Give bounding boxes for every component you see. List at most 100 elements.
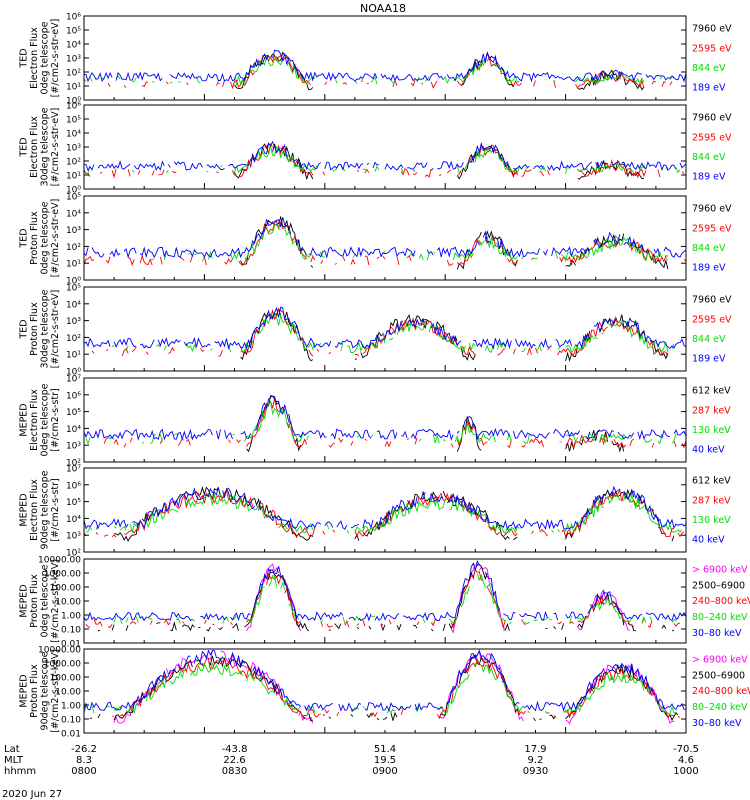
ephemeris-hhmm: 0930 — [523, 766, 548, 777]
panel-1: 10⁰ 10¹ 10² 10³ 10⁴ 10⁵ 10⁶ TEDElectron Flux0de… — [18, 13, 732, 107]
y-axis-label-line: Proton Flux — [29, 574, 40, 628]
y-axis-label-line: 0deg telescope — [39, 201, 50, 274]
y-axis-label-line: [#/cm2-s-str-keV] — [50, 559, 61, 643]
legend-entry: 40 keV — [692, 444, 725, 455]
trace-green — [88, 146, 686, 173]
y-tick-label: 10² — [66, 459, 81, 469]
legend-entry: 189 eV — [692, 82, 726, 93]
legend-entry: > 6900 keV — [692, 565, 748, 576]
y-axis-label-line: 30deg telescope — [39, 107, 50, 186]
y-tick-label: 1.00 — [61, 612, 81, 622]
y-tick-label: 10.00 — [55, 688, 81, 698]
y-tick-label: 10² — [66, 334, 81, 344]
legend-entry: 189 eV — [692, 353, 726, 364]
y-axis-label-line: [#/cm2-s-str] — [50, 388, 61, 451]
y-axis-label: TEDProton Flux30deg telescope[#/cm2-s-st… — [18, 289, 61, 368]
y-axis-label-line: TED — [18, 228, 29, 248]
y-axis-label: TEDElectron Flux30deg telescope[#/cm2-s-… — [18, 107, 61, 186]
legend-entry: 80–240 keV — [692, 702, 748, 713]
legend-entry: 844 eV — [692, 334, 726, 345]
panel-3-traces — [83, 215, 687, 270]
date-label: 2020 Jun 27 — [2, 789, 62, 800]
y-tick-label: 10⁰ — [66, 186, 81, 196]
legend-entry: 844 eV — [692, 63, 726, 74]
y-tick-label: 10³ — [66, 144, 81, 154]
y-tick-label: 10³ — [66, 55, 81, 65]
trace-blue — [83, 649, 687, 713]
y-tick-label: 10000.00 — [38, 646, 81, 656]
legend-entry: 189 eV — [692, 262, 726, 273]
ephemeris-mlt: 22.6 — [223, 755, 245, 766]
legend-entry: 844 eV — [692, 243, 726, 254]
y-axis-label-line: [#/cm2-s-str-keV] — [50, 649, 61, 733]
y-tick-label: 10⁶ — [66, 481, 81, 491]
y-tick-label: 1.00 — [61, 702, 81, 712]
y-tick-label: 100.00 — [50, 674, 82, 684]
trace-black — [98, 565, 684, 631]
legend-entry: 287 keV — [692, 405, 731, 416]
y-tick-label: 10⁷ — [66, 465, 81, 475]
y-tick-label: 10⁰ — [66, 97, 81, 107]
legend: 612 keV 287 keV 130 keV 40 keV — [692, 386, 731, 456]
trace-black — [240, 307, 669, 363]
legend-entry: 80–240 keV — [692, 612, 748, 623]
legend-entry: 287 keV — [692, 495, 731, 506]
y-tick-label: 10¹ — [66, 172, 81, 182]
y-axis-label-line: [#/cm2-s-str] — [50, 478, 61, 541]
y-axis-label-line: TED — [18, 137, 29, 157]
trace-green — [112, 314, 686, 352]
trace-black — [234, 142, 644, 180]
trace-red — [83, 143, 685, 179]
y-axis-label-line: [#/cm2-s-str-eV] — [50, 199, 61, 278]
y-axis-label-line: Electron Flux — [29, 116, 40, 178]
ephemeris-mlt: 19.5 — [374, 755, 396, 766]
legend-entry: 844 eV — [692, 152, 726, 163]
panel-6-traces — [83, 485, 687, 542]
y-tick-label: 10⁶ — [66, 391, 81, 401]
ephemeris-lat: 51.4 — [374, 744, 396, 755]
y-tick-label: 0.01 — [61, 640, 81, 650]
ephemeris-hhmm: 0830 — [222, 766, 247, 777]
y-axis-label: MEPEDElectron Flux0deg telescope[#/cm2-s… — [18, 383, 61, 456]
legend-entry: 30–80 keV — [692, 718, 742, 729]
ephemeris-mlt: 8.3 — [76, 755, 92, 766]
y-tick-label: 10⁰ — [66, 368, 81, 378]
legend-entry: 2595 eV — [692, 223, 732, 234]
ephemeris-hhmm: 0900 — [372, 766, 397, 777]
panel-frame — [83, 104, 687, 190]
y-axis-label: TEDProton Flux0deg telescope[#/cm2-s-str… — [18, 199, 61, 278]
y-tick-label: 10⁶ — [66, 102, 81, 112]
panel-6: 10² 10³ 10⁴ 10⁵ 10⁶ 10⁷ MEPEDElectron Flux90de… — [18, 465, 731, 559]
legend-entry: 7960 eV — [692, 113, 732, 124]
y-axis-label-line: 30deg telescope — [39, 289, 50, 368]
legend-entry: 2500–6900 — [692, 580, 745, 591]
y-tick-label: 10⁵ — [66, 498, 81, 508]
trace-magenta — [113, 650, 675, 725]
y-axis-label-line: MEPED — [18, 493, 29, 526]
y-tick-label: 10³ — [66, 226, 81, 236]
ephemeris-lat: -43.8 — [222, 744, 248, 755]
legend-entry: 7960 eV — [692, 295, 732, 306]
trace-blue — [83, 306, 687, 350]
ephemeris-lat: -70.5 — [673, 744, 699, 755]
y-axis-label-line: TED — [18, 319, 29, 339]
panel-4: 10⁰ 10¹ 10² 10³ 10⁴ 10⁵ TEDProton Flux30deg te… — [18, 284, 732, 378]
panel-frame — [83, 648, 687, 734]
y-axis-label: MEPEDElectron Flux90deg telescope[#/cm2-… — [18, 470, 61, 549]
trace-blue — [83, 485, 687, 531]
y-tick-label: 10² — [66, 158, 81, 168]
legend-entry: 612 keV — [692, 476, 731, 487]
legend: > 6900 keV 2500–6900 240–800 keV 80–240 keV… — [692, 655, 750, 729]
y-tick-label: 10⁵ — [66, 284, 81, 294]
panel-8-traces — [83, 649, 687, 725]
ephemeris-row-label: MLT — [4, 755, 24, 766]
y-axis-label-line: MEPED — [18, 584, 29, 617]
y-tick-label: 10⁴ — [66, 209, 81, 219]
trace-green — [85, 491, 683, 535]
y-tick-label: 10² — [66, 243, 81, 253]
y-tick-label: 10⁵ — [66, 193, 81, 203]
legend: 7960 eV 2595 eV 844 eV 189 eV — [692, 295, 732, 365]
y-tick-label: 10³ — [66, 442, 81, 452]
